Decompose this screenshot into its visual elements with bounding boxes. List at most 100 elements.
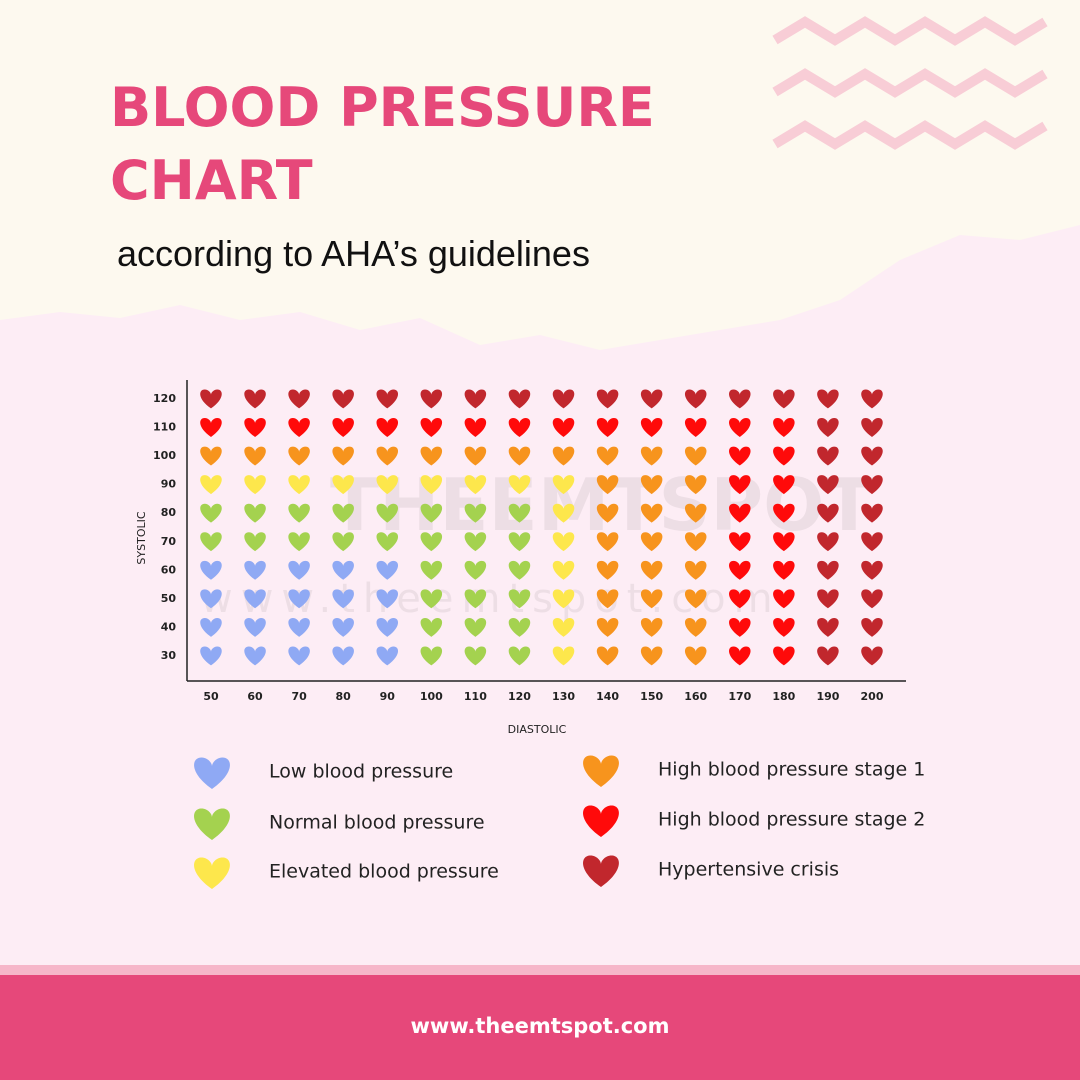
heart-cell <box>332 589 354 609</box>
heart-cell <box>773 560 795 580</box>
heart-cell <box>773 389 795 409</box>
y-axis-label: SYSTOLIC <box>135 511 148 564</box>
heart-cell <box>420 503 443 523</box>
heart-cell <box>200 418 222 437</box>
heart-cell <box>729 646 751 666</box>
heart-cell <box>817 475 839 495</box>
heart-cell <box>596 532 619 552</box>
heart-cell <box>729 617 751 637</box>
x-tick-label: 60 <box>247 690 263 703</box>
heart-cell <box>420 617 443 637</box>
heart-cell <box>552 646 575 666</box>
heart-cell <box>640 418 663 437</box>
heart-cell <box>244 560 266 580</box>
heart-cell <box>332 418 354 437</box>
heart-cell <box>376 589 399 609</box>
heart-cell <box>729 446 751 466</box>
heart-cell <box>376 475 399 495</box>
legend-label: Hypertensive crisis <box>658 859 839 881</box>
heart-cell <box>817 617 839 637</box>
x-tick-label: 130 <box>552 690 575 703</box>
heart-cell <box>596 418 619 437</box>
heart-cell <box>596 617 619 637</box>
heart-cell <box>420 560 443 580</box>
heart-cell <box>861 389 883 409</box>
y-tick-label: 40 <box>161 620 177 633</box>
heart-cell <box>508 532 531 552</box>
heart-cell <box>861 446 883 466</box>
heart-cell <box>288 617 310 637</box>
heart-cell <box>244 389 266 409</box>
heart-cell <box>817 503 839 523</box>
legend-heart <box>583 755 619 787</box>
heart-cell <box>288 646 310 666</box>
heart-cell <box>596 589 619 609</box>
heart-cell <box>508 589 531 609</box>
heart-cell <box>773 418 795 437</box>
heart-cell <box>420 418 443 437</box>
heart-cell <box>596 389 619 409</box>
heart-cell <box>861 646 883 666</box>
heart-cell <box>288 532 310 552</box>
heart-cell <box>464 418 487 437</box>
heart-cell <box>508 646 531 666</box>
heart-cell <box>288 446 310 466</box>
heart-cell <box>684 617 707 637</box>
y-tick-label: 80 <box>161 506 177 519</box>
heart-cell <box>729 418 751 437</box>
pink-panel <box>0 225 1080 1080</box>
heart-cell <box>684 418 707 437</box>
heart-cell <box>288 503 310 523</box>
y-tick-label: 110 <box>153 421 176 434</box>
heart-cell <box>729 475 751 495</box>
heart-cell <box>288 389 310 409</box>
x-tick-label: 200 <box>861 690 884 703</box>
heart-cell <box>244 418 266 437</box>
heart-cell <box>420 532 443 552</box>
x-tick-label: 90 <box>380 690 396 703</box>
heart-cell <box>200 617 222 637</box>
heart-cell <box>729 532 751 552</box>
heart-cell <box>332 617 354 637</box>
heart-cell <box>464 475 487 495</box>
heart-cell <box>861 532 883 552</box>
heart-cell <box>464 389 487 409</box>
heart-cell <box>332 475 354 495</box>
heart-cell <box>464 617 487 637</box>
heart-cell <box>596 475 619 495</box>
heart-cell <box>508 418 531 437</box>
heart-cell <box>729 589 751 609</box>
heart-cell <box>552 503 575 523</box>
heart-cell <box>640 475 663 495</box>
heart-cell <box>552 617 575 637</box>
heart-cell <box>729 503 751 523</box>
heart-cell <box>817 532 839 552</box>
heart-cell <box>200 589 222 609</box>
heart-cell <box>376 389 399 409</box>
heart-cell <box>640 446 663 466</box>
heart-cell <box>200 475 222 495</box>
x-tick-label: 150 <box>640 690 663 703</box>
heart-cell <box>244 503 266 523</box>
legend-heart <box>583 805 619 837</box>
x-tick-label: 160 <box>684 690 707 703</box>
subtitle: according to AHA’s guidelines <box>117 233 590 274</box>
heart-cell <box>596 503 619 523</box>
heart-cell <box>861 503 883 523</box>
heart-cell <box>200 532 222 552</box>
heart-cell <box>817 389 839 409</box>
heart-cell <box>552 418 575 437</box>
heart-cell <box>376 532 399 552</box>
heart-cell <box>729 560 751 580</box>
heart-cell <box>684 589 707 609</box>
heart-cell <box>596 446 619 466</box>
heart-cell <box>376 560 399 580</box>
heart-cell <box>464 589 487 609</box>
heart-cell <box>861 589 883 609</box>
heart-cell <box>640 532 663 552</box>
y-tick-label: 50 <box>161 592 177 605</box>
heart-cell <box>817 446 839 466</box>
heart-cell <box>508 503 531 523</box>
heart-cell <box>684 503 707 523</box>
